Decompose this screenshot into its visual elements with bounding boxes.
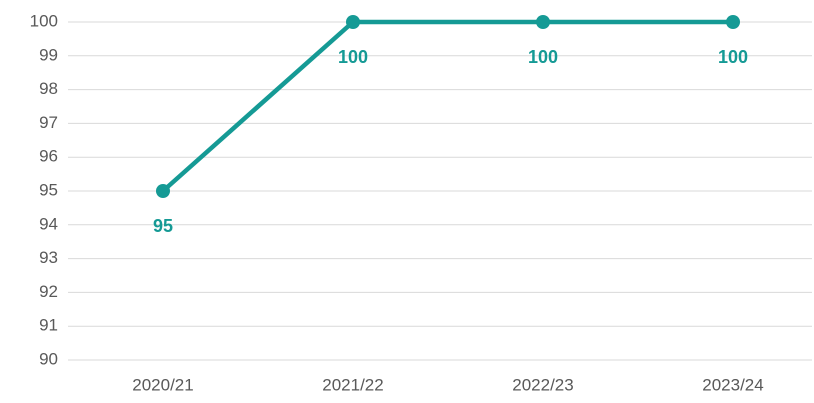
data-label: 95 bbox=[153, 216, 173, 236]
y-tick-label: 91 bbox=[39, 316, 58, 335]
y-tick-label: 96 bbox=[39, 147, 58, 166]
y-tick-label: 97 bbox=[39, 113, 58, 132]
y-tick-label: 92 bbox=[39, 282, 58, 301]
marker bbox=[726, 15, 740, 29]
marker bbox=[536, 15, 550, 29]
data-label: 100 bbox=[338, 47, 368, 67]
y-tick-label: 94 bbox=[39, 214, 58, 233]
x-tick-label: 2022/23 bbox=[512, 375, 573, 394]
y-tick-label: 98 bbox=[39, 79, 58, 98]
marker bbox=[346, 15, 360, 29]
x-tick-label: 2021/22 bbox=[322, 375, 383, 394]
marker bbox=[156, 184, 170, 198]
y-tick-label: 95 bbox=[39, 180, 58, 199]
data-label: 100 bbox=[718, 47, 748, 67]
data-label: 100 bbox=[528, 47, 558, 67]
x-tick-label: 2023/24 bbox=[702, 375, 763, 394]
y-tick-label: 100 bbox=[30, 11, 58, 30]
y-tick-label: 90 bbox=[39, 349, 58, 368]
y-tick-label: 93 bbox=[39, 248, 58, 267]
x-tick-label: 2020/21 bbox=[132, 375, 193, 394]
y-tick-label: 99 bbox=[39, 45, 58, 64]
line bbox=[161, 19, 733, 193]
